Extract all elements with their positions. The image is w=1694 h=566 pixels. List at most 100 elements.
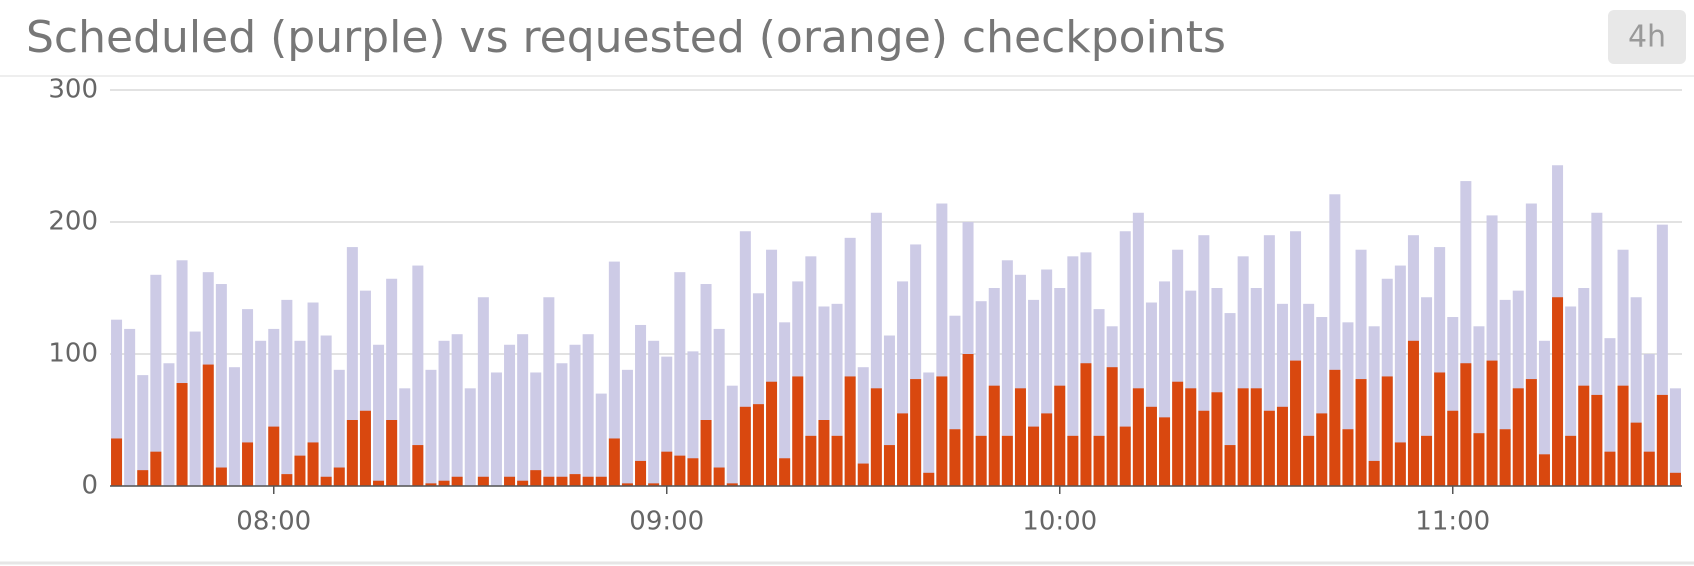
bar — [962, 354, 974, 486]
bar — [1119, 231, 1131, 486]
bar — [1211, 288, 1223, 486]
bar — [831, 303, 843, 486]
bar — [490, 372, 502, 486]
bar — [752, 404, 764, 486]
bar — [412, 265, 424, 486]
bar — [1316, 317, 1328, 486]
bar — [910, 379, 922, 486]
bar — [923, 372, 935, 486]
bar — [1368, 326, 1380, 486]
bar — [1159, 281, 1171, 486]
bar — [294, 340, 306, 486]
bar — [752, 293, 764, 486]
bar — [1093, 435, 1105, 486]
x-tick-label: 11:00 — [1415, 507, 1490, 537]
bar — [1106, 367, 1118, 486]
bar — [176, 383, 188, 486]
bar — [425, 483, 437, 486]
bar — [1028, 426, 1040, 486]
bar — [215, 284, 227, 486]
bar — [1329, 369, 1341, 486]
bar — [1525, 203, 1537, 486]
bar — [1447, 410, 1459, 486]
bar — [477, 297, 489, 486]
bar — [1014, 274, 1026, 486]
bar — [1486, 360, 1498, 486]
bar — [621, 369, 633, 486]
bar — [373, 480, 385, 486]
bar — [1591, 394, 1603, 486]
bar — [320, 476, 332, 486]
bar — [949, 429, 961, 486]
bar — [333, 369, 345, 486]
bar — [1578, 385, 1590, 486]
bar — [333, 467, 345, 486]
bar — [399, 388, 411, 486]
bar — [1525, 379, 1537, 486]
bar — [307, 442, 319, 486]
bar — [883, 445, 895, 486]
bar — [1014, 388, 1026, 486]
bar — [1499, 299, 1511, 486]
bar — [595, 393, 607, 486]
bar — [1263, 410, 1275, 486]
bar — [766, 381, 778, 486]
bar — [766, 249, 778, 486]
bar — [779, 458, 791, 486]
bar — [1290, 231, 1302, 486]
bar — [543, 297, 555, 486]
bar — [268, 328, 280, 486]
bar — [504, 344, 516, 486]
bar — [1001, 435, 1013, 486]
bar — [988, 385, 1000, 486]
bar — [857, 463, 869, 486]
bar — [1617, 249, 1629, 486]
bar — [1604, 338, 1616, 486]
bar — [1342, 322, 1354, 486]
bar — [1447, 317, 1459, 486]
bar — [281, 299, 293, 486]
bar — [1172, 381, 1184, 486]
bar — [975, 435, 987, 486]
bar — [255, 340, 267, 486]
bar — [739, 406, 751, 486]
bar — [1001, 260, 1013, 486]
bar — [621, 483, 633, 486]
bar — [1250, 288, 1262, 486]
time-range-button[interactable] — [1608, 10, 1686, 64]
bar — [517, 334, 529, 486]
bar — [556, 476, 568, 486]
bar — [1460, 181, 1472, 486]
bar — [1041, 413, 1053, 486]
bar — [176, 260, 188, 486]
bar — [1643, 451, 1655, 486]
bar — [700, 284, 712, 486]
bar — [438, 480, 450, 486]
bar — [1198, 235, 1210, 486]
bar — [359, 410, 371, 486]
bar — [1565, 435, 1577, 486]
bar — [1303, 435, 1315, 486]
bar — [844, 376, 856, 486]
bar — [1119, 426, 1131, 486]
bar — [386, 278, 398, 486]
bar — [936, 376, 948, 486]
x-tick-label: 09:00 — [629, 507, 704, 537]
bar — [792, 376, 804, 486]
bar — [412, 445, 424, 486]
time-range-label[interactable]: 4h — [1628, 20, 1666, 55]
bar — [1473, 433, 1485, 486]
bar — [1421, 297, 1433, 486]
bar — [1329, 194, 1341, 486]
bar — [373, 344, 385, 486]
bar — [713, 467, 725, 486]
bar — [726, 385, 738, 486]
bar — [635, 324, 647, 486]
bar — [1421, 435, 1433, 486]
bar — [1407, 340, 1419, 486]
bar — [661, 451, 673, 486]
bar — [870, 388, 882, 486]
bar — [687, 351, 699, 486]
bar — [307, 302, 319, 486]
